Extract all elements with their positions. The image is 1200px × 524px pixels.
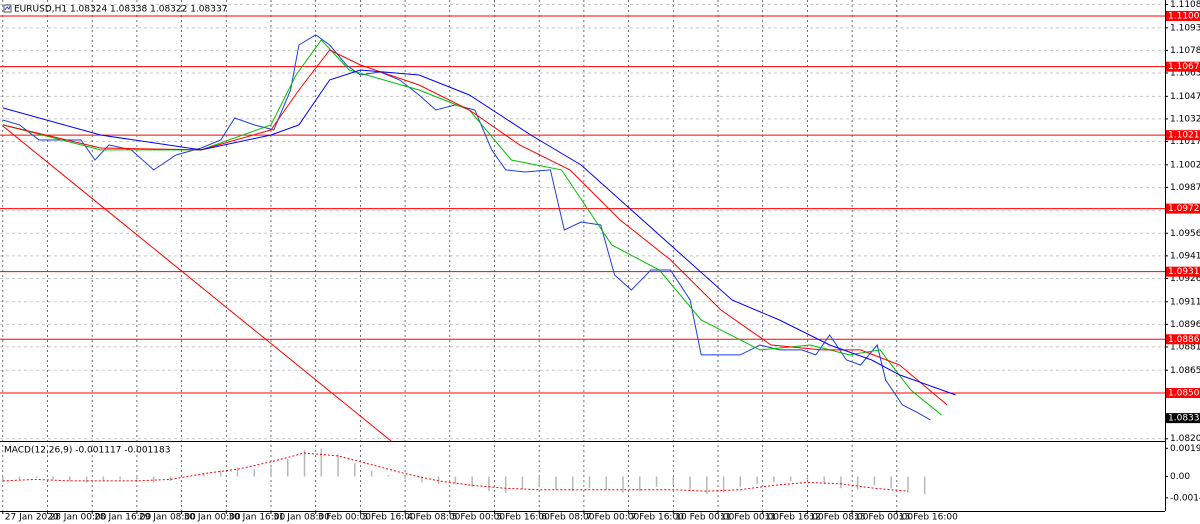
x-tick-label: 13 Feb 00:00 [854, 513, 913, 523]
x-tick-label: 4 Feb 08:00 [407, 513, 461, 523]
chart-title: EURUSD,H1 1.08324 1.08338 1.08322 1.0833… [14, 5, 227, 15]
y-tick-label: 0.001921 [1170, 444, 1200, 454]
x-tick-label: 7 Feb 16:00 [631, 513, 685, 523]
y-tick-label: 1.08960 [1170, 320, 1200, 330]
level-label-box [1166, 61, 1200, 72]
x-tick-label: 5 Feb 00:00 [452, 513, 506, 523]
level-label: 1.09729 [1168, 204, 1200, 214]
x-tick-label: 31 Jan 08:00 [273, 513, 330, 523]
moving-average [2, 69, 956, 396]
current-price-box [1166, 413, 1200, 424]
x-tick-label: 13 Feb 16:00 [899, 513, 958, 523]
trendline [2, 125, 392, 442]
x-tick-label: 28 Jan 00:00 [49, 513, 106, 523]
y-tick-label: 1.09415 [1170, 251, 1200, 261]
price-line [2, 34, 931, 421]
y-tick-label: 1.10780 [1170, 46, 1200, 56]
level-label: 1.10672 [1168, 62, 1200, 72]
x-tick-label: 3 Feb 00:00 [318, 513, 372, 523]
signal-line [2, 452, 909, 492]
y-tick-label: 1.08810 [1170, 342, 1200, 352]
x-tick-label: 3 Feb 16:00 [362, 513, 416, 523]
x-tick-label: 11 Feb 00:00 [720, 513, 779, 523]
x-tick-label: 27 Jan 2020 [5, 513, 59, 523]
level-label-box [1166, 334, 1200, 345]
y-tick-label: 1.08655 [1170, 366, 1200, 376]
x-tick-label: 10 Feb 00:00 [675, 513, 734, 523]
y-tick-label: 0.00 [1170, 472, 1190, 482]
x-tick-label: 11 Feb 16:00 [765, 513, 824, 523]
level-label: 1.09310 [1168, 267, 1200, 277]
level-label-box [1166, 10, 1200, 21]
symbol-icon [3, 4, 12, 13]
level-label: 1.08504 [1168, 388, 1200, 398]
current-price-label: 1.08337 [1168, 414, 1200, 424]
x-tick-label: 29 Jan 08:00 [139, 513, 196, 523]
x-tick-label: 12 Feb 08:00 [809, 513, 868, 523]
y-tick-label: 1.10930 [1170, 23, 1200, 33]
level-label-box [1166, 387, 1200, 398]
y-tick-label: 1.10475 [1170, 92, 1200, 102]
level-label: 1.10217 [1168, 131, 1200, 141]
x-tick-label: 30 Jan 16:00 [228, 513, 285, 523]
macd-title: MACD(12,26,9) -0.001117 -0.001183 [4, 446, 170, 456]
y-tick-label: 1.11085 [1170, 0, 1200, 10]
y-tick-label: 1.10020 [1170, 160, 1200, 170]
level-label: 1.11009 [1168, 11, 1200, 21]
x-tick-label: 5 Feb 16:00 [496, 513, 550, 523]
x-tick-label: 28 Jan 16:00 [94, 513, 151, 523]
level-label-box [1166, 203, 1200, 214]
x-tick-label: 7 Feb 00:00 [586, 513, 640, 523]
moving-average [2, 39, 942, 416]
y-tick-label: 1.09265 [1170, 274, 1200, 284]
y-tick-label: 1.09870 [1170, 183, 1200, 193]
y-tick-label: 1.10175 [1170, 137, 1200, 147]
level-label-box [1166, 266, 1200, 277]
y-tick-label: 1.09565 [1170, 229, 1200, 239]
x-tick-label: 6 Feb 08:00 [541, 513, 595, 523]
y-tick-label: 1.09110 [1170, 297, 1200, 307]
level-label-box [1166, 130, 1200, 141]
y-tick-label: -0.00145 [1170, 493, 1200, 503]
symbol-icon-line [4, 5, 11, 11]
x-tick-label: 30 Jan 00:00 [184, 513, 241, 523]
y-tick-label: 1.10325 [1170, 114, 1200, 124]
y-tick-label: 1.10630 [1170, 68, 1200, 78]
y-tick-label: 1.08200 [1170, 434, 1200, 444]
moving-average [2, 49, 948, 406]
